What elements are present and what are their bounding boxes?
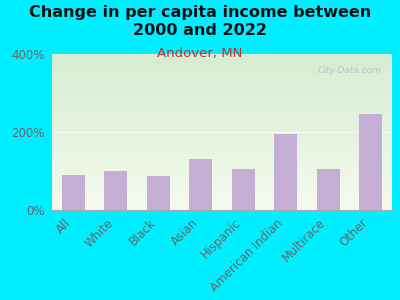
Text: Change in per capita income between
2000 and 2022: Change in per capita income between 2000… xyxy=(29,4,371,38)
Bar xyxy=(62,175,85,210)
Bar xyxy=(274,134,298,210)
Bar xyxy=(232,169,255,210)
Bar xyxy=(189,159,212,210)
Bar xyxy=(359,114,382,210)
Bar xyxy=(316,169,340,210)
Text: City-Data.com: City-Data.com xyxy=(318,67,382,76)
Bar xyxy=(146,176,170,210)
Bar xyxy=(104,171,128,210)
Text: Andover, MN: Andover, MN xyxy=(157,46,243,59)
